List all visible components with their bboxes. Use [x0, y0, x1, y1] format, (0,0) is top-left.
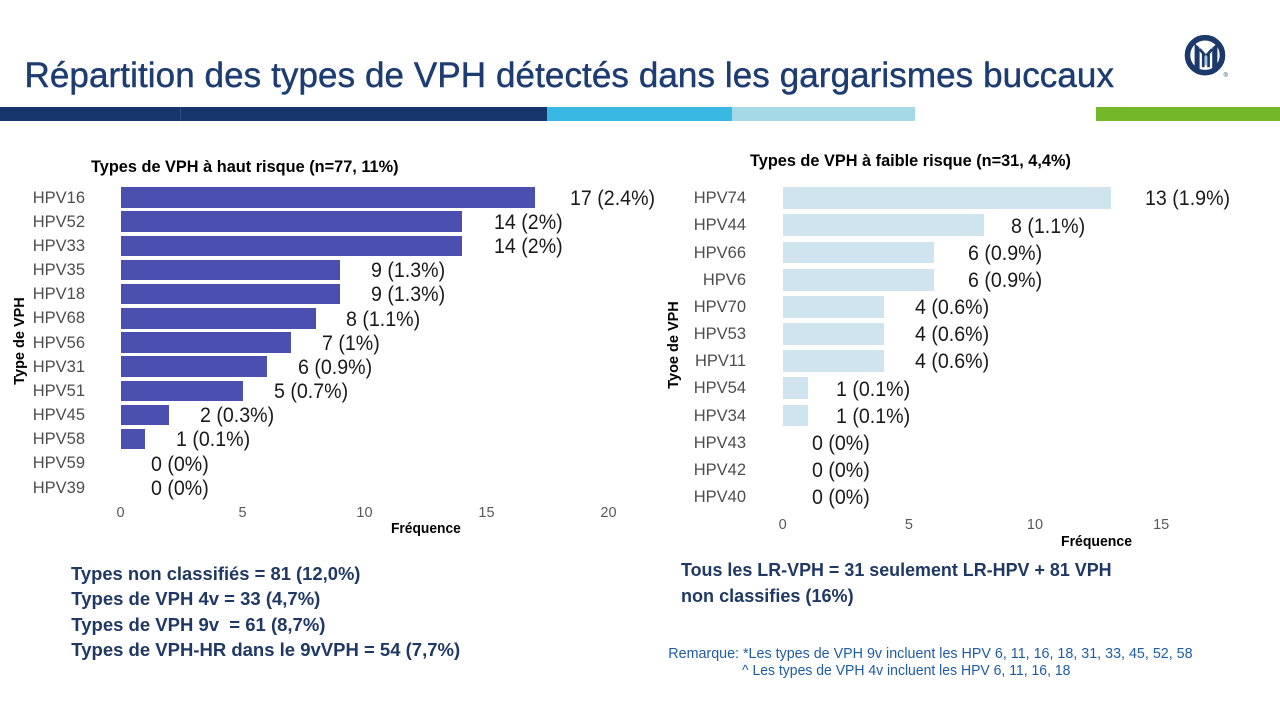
svg-text:®: ® [1224, 72, 1229, 79]
